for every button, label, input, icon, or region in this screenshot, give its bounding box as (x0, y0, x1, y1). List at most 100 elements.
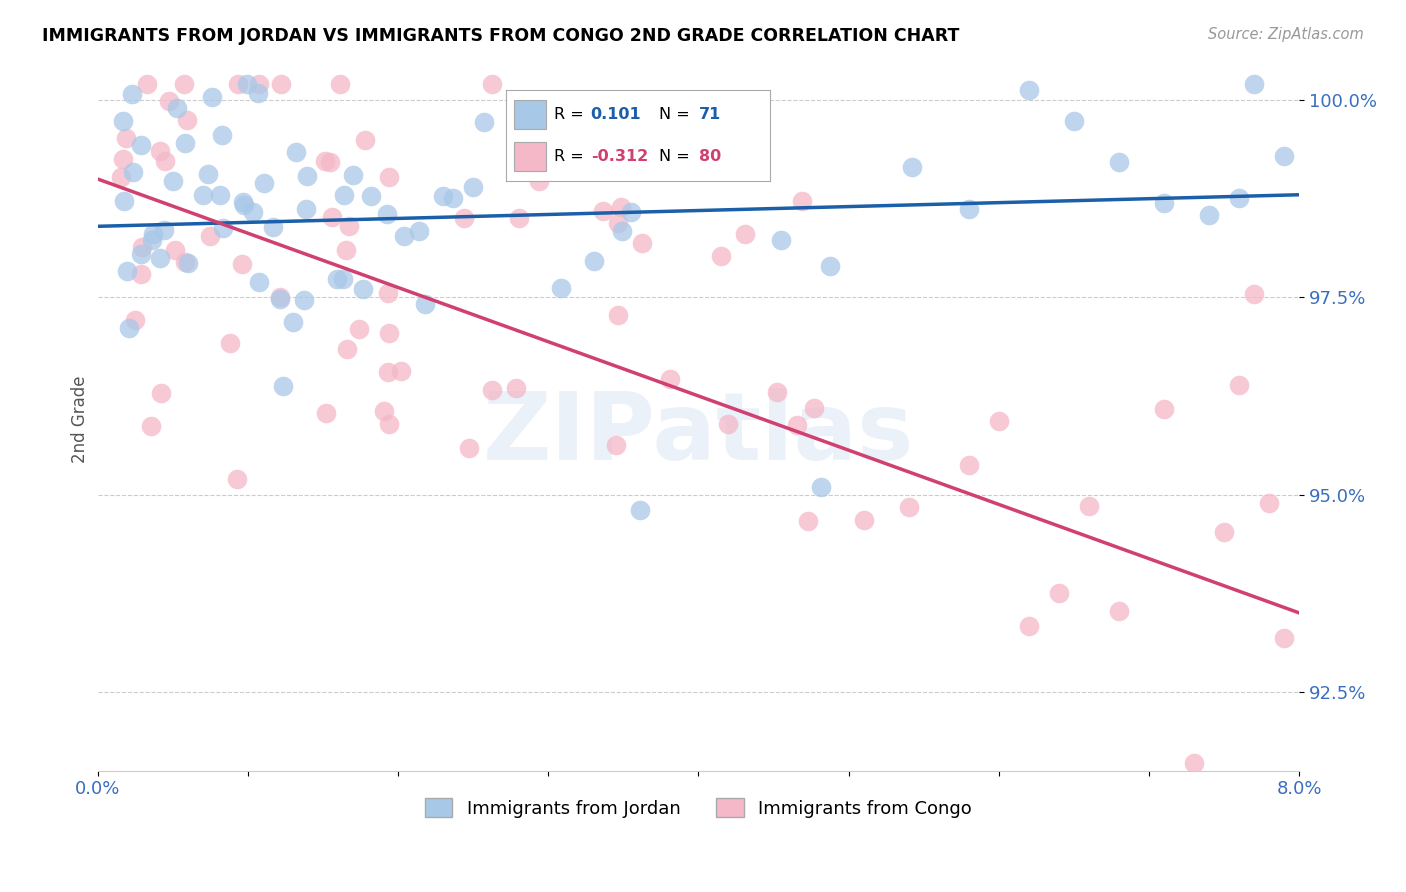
Point (314, 154, 336, 169)
Point (155, 153, 177, 168)
Text: IMMIGRANTS FROM JORDAN VS IMMIGRANTS FROM CONGO 2ND GRADE CORRELATION CHART: IMMIGRANTS FROM JORDAN VS IMMIGRANTS FRO… (42, 27, 959, 45)
Point (115, 264, 138, 278)
Point (1018, 618, 1040, 632)
Point (253, 177, 276, 191)
Point (378, 417, 401, 432)
Point (115, 131, 138, 145)
Point (1227, 377, 1250, 392)
Point (121, 87, 143, 101)
Point (803, 401, 825, 416)
Point (315, 406, 337, 420)
Point (630, 235, 652, 250)
Point (1018, 83, 1040, 97)
Point (373, 404, 395, 418)
Point (458, 441, 481, 455)
Point (149, 145, 172, 159)
Point (1258, 496, 1281, 510)
Point (389, 364, 412, 378)
Point (377, 365, 399, 379)
Legend: Immigrants from Jordan, Immigrants from Congo: Immigrants from Jordan, Immigrants from … (418, 791, 979, 825)
Point (336, 342, 359, 356)
Point (668, 109, 690, 123)
Point (149, 251, 172, 265)
Point (810, 480, 832, 494)
Point (142, 227, 165, 241)
Point (163, 243, 186, 257)
Point (285, 145, 308, 159)
Point (1243, 78, 1265, 92)
Point (377, 286, 399, 301)
Point (1243, 286, 1265, 301)
Point (786, 417, 808, 432)
Point (505, 382, 527, 396)
Point (326, 272, 349, 286)
Point (173, 78, 195, 92)
Point (352, 282, 374, 296)
Point (481, 383, 503, 397)
Point (508, 211, 530, 225)
Point (375, 207, 398, 221)
Text: ZIPatlas: ZIPatlas (482, 388, 914, 480)
Point (197, 167, 219, 181)
Point (129, 267, 152, 281)
Point (901, 160, 924, 174)
Point (212, 221, 235, 235)
Point (392, 229, 415, 244)
Point (131, 137, 153, 152)
Point (1213, 525, 1236, 540)
Point (157, 94, 180, 108)
Point (200, 229, 222, 244)
Point (610, 200, 633, 214)
Point (236, 78, 259, 92)
Point (247, 275, 270, 289)
Point (1108, 603, 1130, 617)
Point (360, 189, 382, 203)
Point (162, 173, 184, 187)
Point (231, 257, 253, 271)
Point (550, 281, 572, 295)
Point (796, 514, 818, 528)
Point (118, 321, 141, 335)
Point (1047, 585, 1070, 599)
Point (333, 188, 356, 202)
Point (191, 188, 214, 202)
Point (347, 322, 370, 336)
Point (270, 78, 292, 92)
Point (852, 513, 875, 527)
Y-axis label: 2nd Grade: 2nd Grade (72, 376, 89, 463)
Point (262, 219, 284, 234)
Point (271, 379, 294, 393)
Point (770, 233, 793, 247)
Point (987, 414, 1010, 428)
Point (606, 216, 628, 230)
Point (112, 194, 135, 208)
Point (957, 458, 980, 473)
Point (149, 386, 172, 401)
Point (527, 174, 550, 188)
Point (209, 187, 232, 202)
Point (139, 418, 162, 433)
Point (897, 500, 920, 515)
Point (247, 78, 270, 92)
Point (332, 272, 354, 286)
Point (378, 326, 401, 341)
Point (225, 473, 247, 487)
Point (319, 154, 342, 169)
Point (226, 78, 249, 92)
Point (124, 312, 146, 326)
Point (610, 224, 633, 238)
Point (662, 102, 685, 116)
Point (242, 205, 264, 219)
Point (353, 133, 375, 147)
Point (957, 202, 980, 216)
Point (628, 503, 651, 517)
Point (413, 297, 436, 311)
Point (1153, 195, 1175, 210)
Point (201, 90, 224, 104)
Point (246, 87, 269, 101)
Point (1108, 155, 1130, 169)
Point (122, 165, 145, 179)
Point (321, 211, 343, 225)
Point (152, 223, 174, 237)
Point (218, 336, 240, 351)
